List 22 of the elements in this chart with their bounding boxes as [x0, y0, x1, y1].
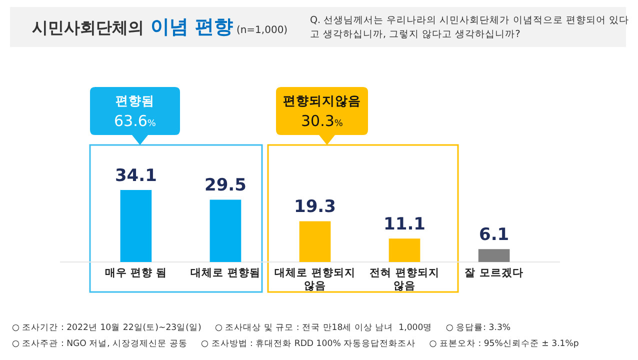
x-tick-label: 대체로 편향됨: [190, 267, 260, 279]
x-tick-label: 대체로 편향되지 않음: [274, 267, 356, 292]
x-tick-label: 매우 편향 됨: [104, 267, 168, 279]
data-label: 19.3: [294, 197, 336, 218]
bar: [478, 249, 510, 262]
x-tick-label: 전혀 편향되지 않음: [370, 267, 440, 292]
data-label: 29.5: [204, 176, 246, 196]
text: ○ 조사주관 : NGO 저널, 시장경제신문 공동 ○ 조사방법 : 휴대전화 RDD 100% 자동응답전화조사 ○ 표본오차 : 95%신뢰수준 ± 3.1%p: [12, 339, 579, 349]
text: 편향됨 63.6%: [114, 93, 156, 130]
chart-title: 시민사회단체의 이념 편향: [32, 16, 234, 38]
chart-subtitle: (n=1,000): [233, 25, 288, 36]
text: Q. 선생님께서는 우리나라의 시민사회단체가 이념적으로 편향되어 있다 고 생각하십니까, 그렇지 않다고 생각하십니까?: [310, 15, 629, 40]
data-label: 6.1: [478, 225, 510, 246]
bar: [120, 190, 152, 262]
bar: [388, 238, 420, 262]
bar: [299, 221, 331, 262]
x-tick-label: 잘 모르겠다: [464, 267, 524, 279]
bar: [210, 200, 242, 262]
data-label: 11.1: [384, 214, 426, 235]
text: 편향되지않음 30.3%: [283, 93, 361, 130]
text: ○ 조사기간 : 2022년 10월 22일(토)~23일(일) ○ 조사대상 및 규모 : 전국 만18세 이상 남녀 1,000명 ○ 응답률: 3.3%: [12, 323, 511, 333]
data-label: 34.1: [114, 166, 157, 186]
